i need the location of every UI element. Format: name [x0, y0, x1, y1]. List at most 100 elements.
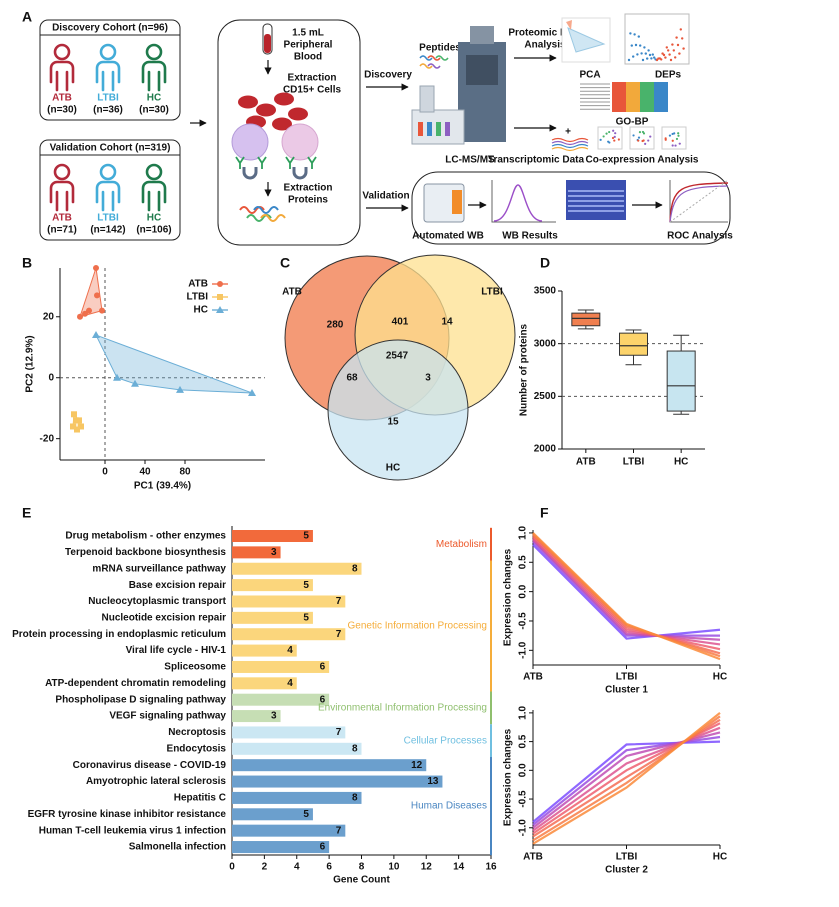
bar [232, 530, 313, 542]
label: Human Diseases [411, 801, 487, 812]
coexp-dot [675, 137, 679, 141]
profile-line [532, 540, 720, 637]
deps-dot [648, 53, 652, 57]
coexp-dot [617, 138, 620, 141]
magnet [242, 167, 258, 180]
label: 5 [303, 531, 309, 542]
coexp-dot [677, 134, 680, 137]
deps-dot [679, 28, 682, 31]
deps-dot [651, 53, 654, 56]
label: LC-MS/MS [445, 155, 495, 166]
label: LTBI [481, 287, 503, 298]
label: HC [386, 463, 400, 474]
label: GO-BP [616, 117, 649, 128]
label: 3500 [534, 286, 557, 297]
red-cell [256, 103, 276, 117]
bar [232, 546, 281, 559]
deps-dot [643, 46, 646, 49]
coexp-dot [637, 136, 641, 139]
red-cell [288, 107, 308, 121]
label: Cluster 2 [605, 865, 648, 876]
person-head [53, 163, 71, 181]
label: 6 [320, 662, 326, 673]
bar [232, 628, 346, 641]
point [71, 411, 77, 418]
label: 6 [326, 862, 332, 873]
bar [232, 759, 427, 772]
roc-curve [669, 185, 729, 223]
deps-dot [671, 43, 674, 46]
label: Terpenoid backbone biosynthesis [65, 547, 226, 558]
point [216, 306, 224, 313]
workflow-box [217, 19, 361, 246]
label: ROC Analysis [667, 231, 733, 242]
point [74, 426, 80, 433]
red-cell [274, 92, 294, 106]
label: (n=30) [47, 105, 77, 116]
bar [232, 595, 346, 608]
label: (n=30) [139, 105, 169, 116]
deps-dot [647, 49, 650, 52]
deps-dot [665, 46, 668, 49]
peptide [419, 55, 433, 61]
bar [232, 824, 346, 837]
label: Extraction [284, 183, 333, 194]
coexp-dot [671, 144, 674, 147]
hull [79, 267, 103, 318]
label: Extraction [288, 73, 337, 84]
coexp-dot [602, 135, 605, 138]
point [94, 292, 100, 299]
point [82, 310, 88, 317]
point [93, 265, 99, 271]
protein [253, 206, 279, 214]
bar [232, 644, 297, 657]
label: Automated WB [412, 231, 484, 242]
instrument-window [466, 55, 498, 85]
label: DEPs [655, 70, 682, 81]
point [78, 423, 84, 430]
label: 0.5 [518, 555, 529, 569]
label: 401 [392, 317, 409, 328]
legend-label: ATB [188, 279, 208, 290]
label: Nucleocytoplasmic transport [88, 596, 226, 607]
coexp-dot [614, 132, 617, 135]
blot-band [568, 195, 624, 197]
box [619, 332, 648, 356]
label: 5 [303, 612, 309, 623]
label: HC [147, 93, 161, 104]
bar [232, 677, 297, 690]
label: 2 [262, 862, 268, 873]
gobp-bar [626, 82, 640, 112]
label: Expression changes [503, 728, 514, 826]
legend-label: HC [194, 305, 208, 316]
deps-dot [668, 53, 671, 56]
label: Human T-cell leukemia virus 1 infection [39, 825, 226, 836]
label: 0.5 [518, 734, 529, 748]
label: Hepatitis C [174, 793, 226, 804]
label: LTBI [616, 672, 638, 683]
deps-dot [660, 58, 663, 61]
bar [232, 742, 362, 755]
vial [418, 122, 423, 136]
coexp-dot [632, 134, 635, 137]
label: Necroptosis [168, 727, 226, 738]
label: ATP-dependent chromatin remodeling [45, 678, 226, 689]
coexp-dot [674, 144, 677, 147]
pca-thumb-hull [567, 27, 606, 53]
label: 7 [336, 825, 342, 836]
label: -20 [40, 433, 55, 444]
coexp-thumb [597, 126, 623, 150]
cd15-cell [231, 123, 269, 161]
blot-band [568, 205, 624, 207]
label: 40 [139, 467, 151, 478]
label: Phospholipase D signaling pathway [55, 694, 226, 705]
coexp-dot [611, 136, 615, 140]
label: Viral life cycle - HIV-1 [126, 645, 227, 656]
label: (n=142) [90, 225, 125, 236]
transcript [551, 140, 589, 146]
point [70, 423, 76, 430]
coexp-dot [677, 132, 680, 135]
label: 3 [271, 711, 277, 722]
label: WB Results [502, 231, 558, 242]
magnet [292, 167, 308, 180]
